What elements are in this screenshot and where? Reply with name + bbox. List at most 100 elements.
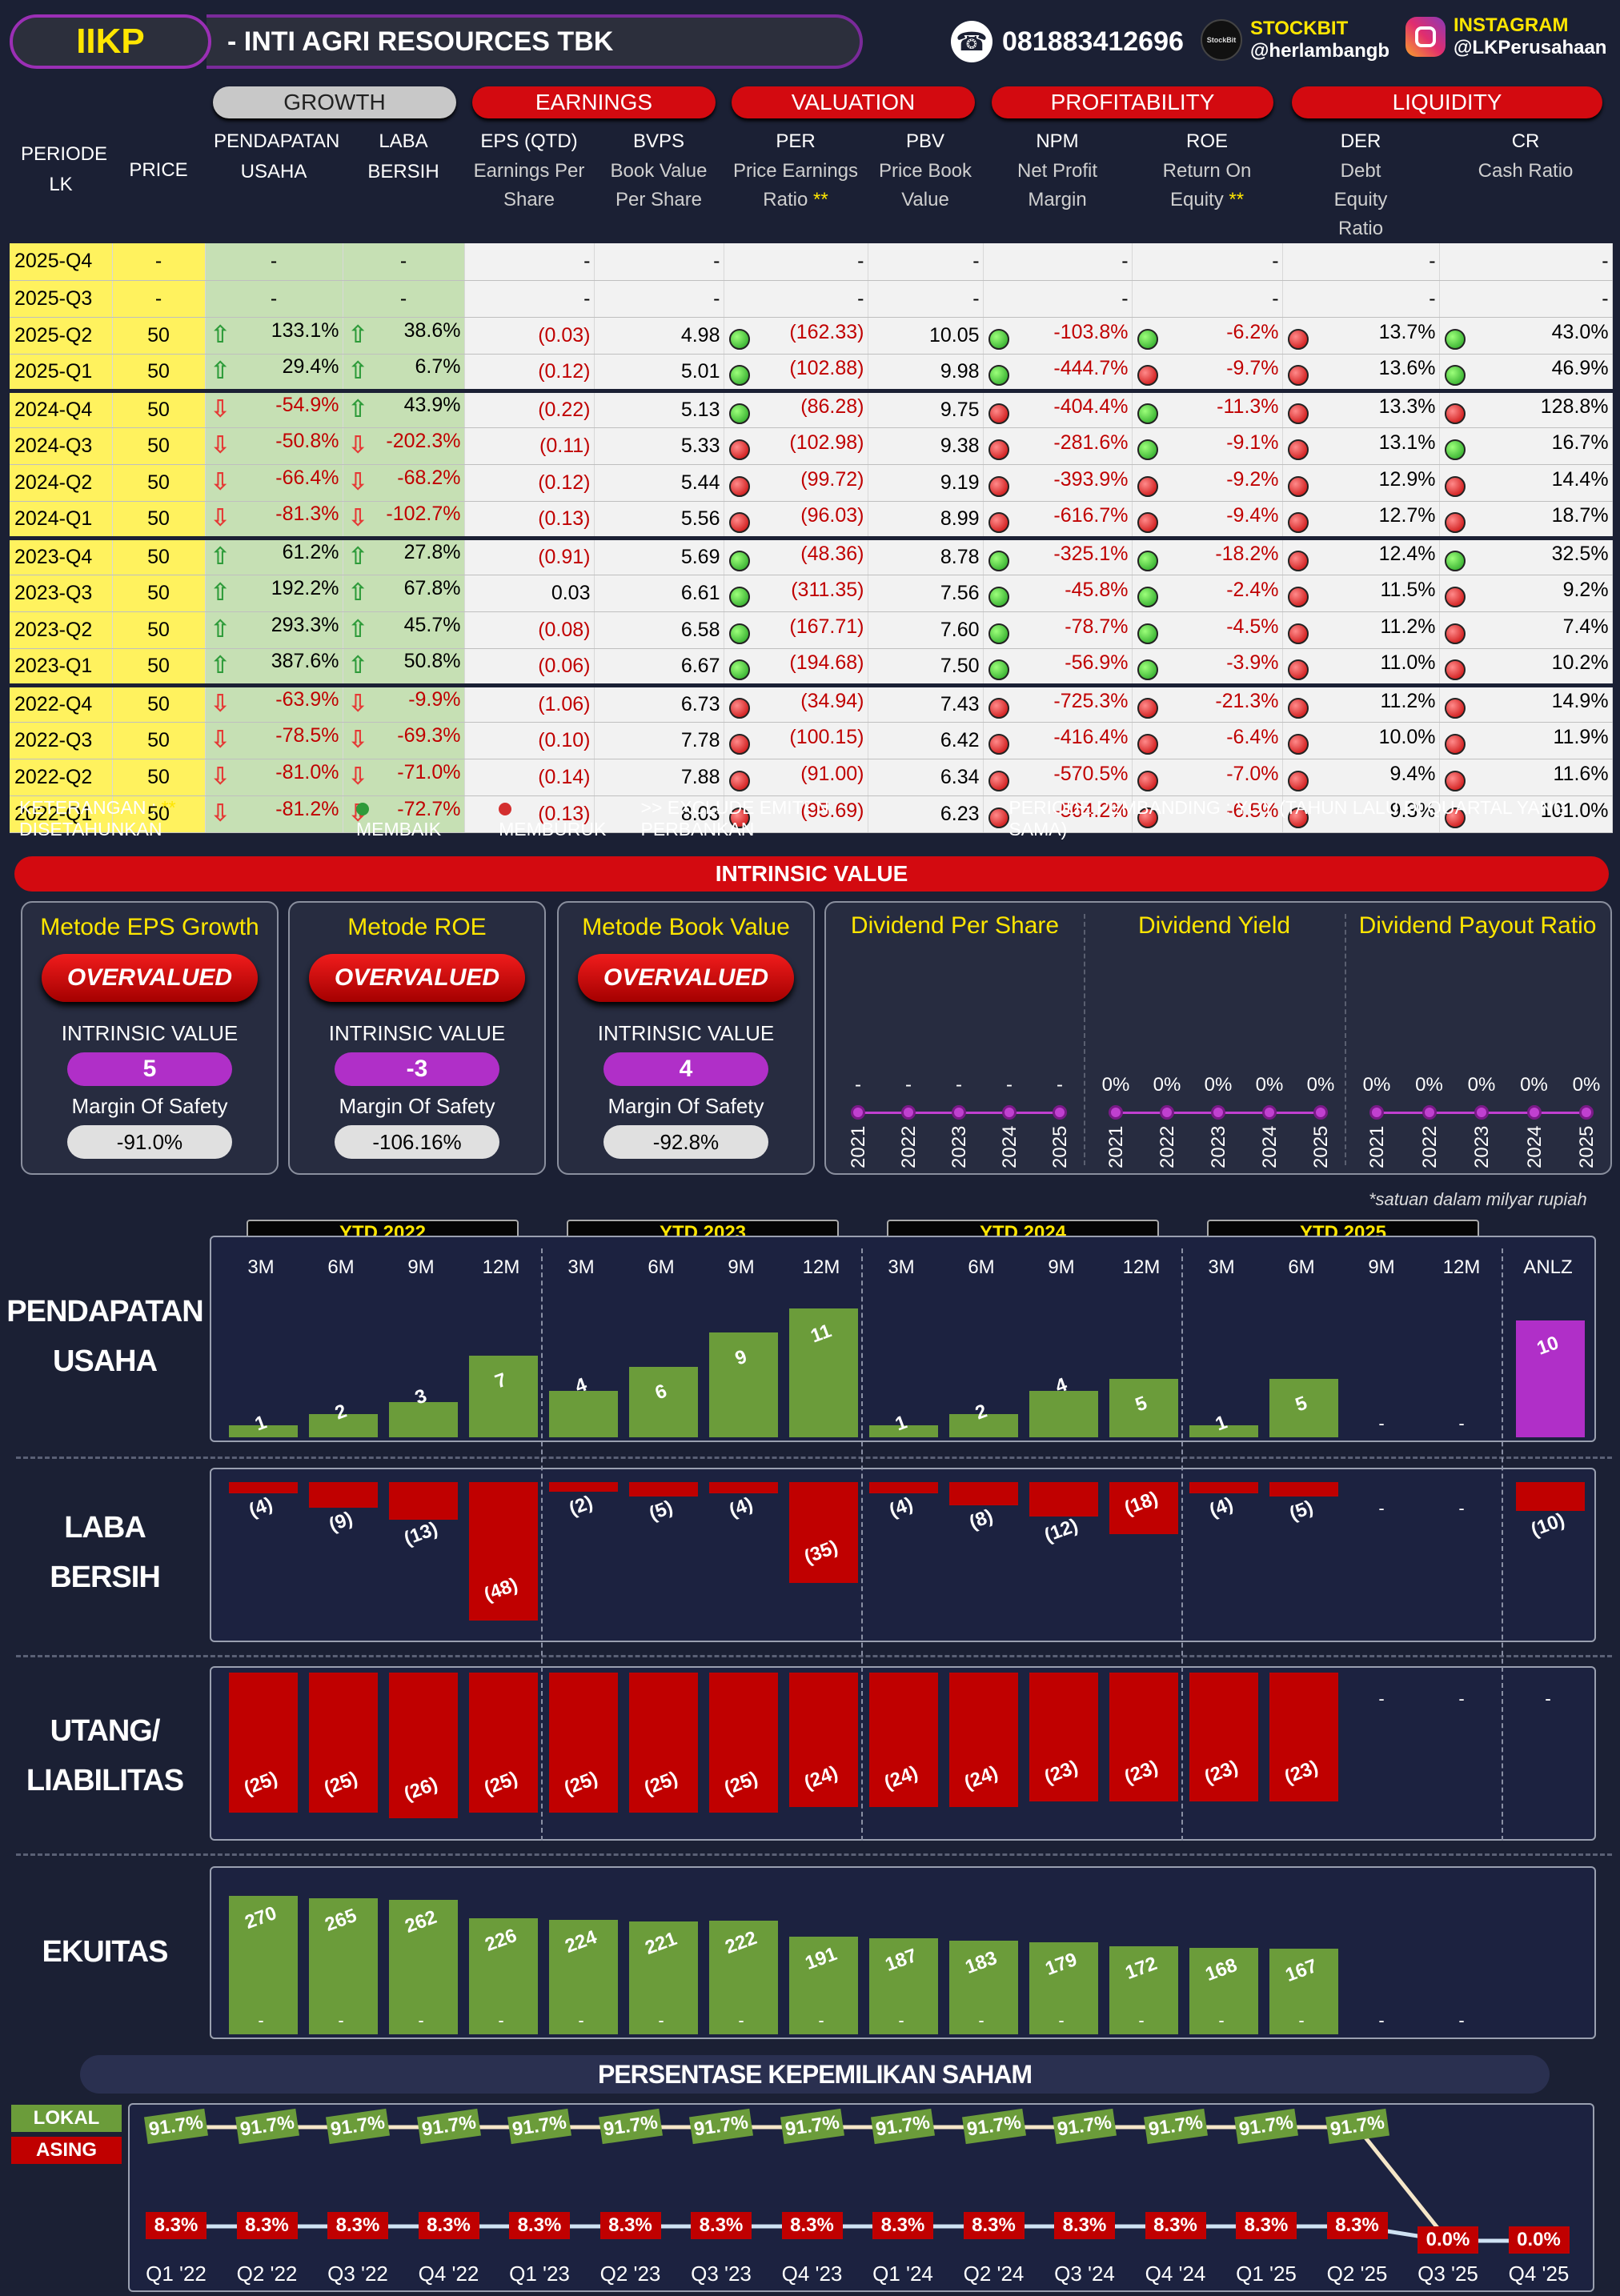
cell-cr: - bbox=[1439, 280, 1613, 318]
cell-bvps: 7.78 bbox=[594, 722, 724, 759]
dividend-year: 2022 bbox=[1157, 1125, 1178, 1168]
dividend-value: 0% bbox=[1255, 1074, 1284, 1096]
arrow-up-icon: ⇧ bbox=[347, 616, 368, 643]
dividend-value: 0% bbox=[1306, 1074, 1335, 1096]
cell-pbv: 8.78 bbox=[868, 535, 984, 575]
method-roe-card: Metode ROE OVERVALUED INTRINSIC VALUE -3… bbox=[288, 901, 546, 1175]
cell-p: 2023-Q1 bbox=[10, 648, 113, 686]
red-dot-icon bbox=[988, 771, 1009, 791]
asing-point-label: 8.3% bbox=[1326, 2212, 1388, 2239]
profit-bar bbox=[1189, 1482, 1258, 1494]
red-dot-icon bbox=[1287, 698, 1309, 719]
arrow-up-icon: ⇧ bbox=[210, 358, 231, 384]
cell-bvps: 4.98 bbox=[594, 317, 724, 355]
group-growth: GROWTH bbox=[212, 86, 457, 118]
bar-baseline-mark: - bbox=[1218, 2010, 1225, 2030]
bar-empty-label: - bbox=[1378, 1689, 1385, 1709]
dividend-value: 0% bbox=[1520, 1074, 1548, 1096]
cell-bvps: 6.73 bbox=[594, 683, 724, 723]
red-dot-icon bbox=[1287, 659, 1309, 680]
cell-price: 50 bbox=[112, 354, 206, 391]
equity-bar bbox=[949, 1940, 1018, 2034]
dividend-value: 0% bbox=[1153, 1074, 1181, 1096]
instagram-contact[interactable]: INSTAGRAM @LKPerusahaan bbox=[1405, 14, 1606, 59]
margin-of-safety-label: Margin Of Safety bbox=[71, 1094, 228, 1118]
dividend-year: 2021 bbox=[1366, 1125, 1388, 1168]
cell-cr: 10.2% bbox=[1439, 648, 1613, 686]
cell-laba: ⇧ 27.8% bbox=[343, 535, 465, 575]
cell-cr: 7.4% bbox=[1439, 611, 1613, 649]
cell-laba: - bbox=[343, 243, 465, 281]
red-dot-icon bbox=[1137, 365, 1158, 386]
red-dot-icon bbox=[499, 802, 512, 815]
col-per: PER Price Earnings Ratio ** bbox=[724, 123, 868, 243]
method-title: Metode EPS Growth bbox=[40, 914, 259, 940]
bar-baseline-mark: - bbox=[898, 2010, 904, 2030]
phone-contact[interactable]: ☎ 081883412696 bbox=[951, 21, 1184, 62]
dividend-point bbox=[901, 1105, 916, 1120]
cell-cr: 43.0% bbox=[1439, 317, 1613, 355]
bar-baseline-mark: - bbox=[338, 2010, 344, 2030]
cell-eps: (0.10) bbox=[464, 722, 595, 759]
cell-npm: -78.7% bbox=[983, 611, 1133, 649]
cell-eps: (0.12) bbox=[464, 464, 595, 502]
cell-pend: ⇩ -81.3% bbox=[205, 501, 343, 539]
bar-empty-label: - bbox=[1458, 1689, 1465, 1709]
cell-per: (96.03) bbox=[724, 501, 868, 539]
red-dot-icon bbox=[1444, 659, 1466, 680]
stockbit-contact[interactable]: StockBit STOCKBIT @herlambangb bbox=[1201, 18, 1389, 62]
intrinsic-value-title: INTRINSIC VALUE bbox=[14, 856, 1609, 892]
cell-eps: - bbox=[464, 280, 595, 318]
red-dot-icon bbox=[1137, 476, 1158, 497]
revenue-bar bbox=[869, 1425, 938, 1437]
cell-eps: (0.14) bbox=[464, 759, 595, 796]
asing-point-label: 0.0% bbox=[1508, 2226, 1570, 2254]
cell-laba: ⇧ 6.7% bbox=[343, 354, 465, 391]
cell-bvps: 5.44 bbox=[594, 464, 724, 502]
cell-p: 2024-Q2 bbox=[10, 464, 113, 502]
dividend-value: - bbox=[905, 1074, 912, 1096]
green-dot-icon bbox=[1137, 551, 1158, 571]
revenue-bar bbox=[629, 1367, 698, 1437]
bar-empty-label: - bbox=[1378, 1413, 1385, 1433]
profit-bar bbox=[629, 1482, 698, 1497]
cell-eps: (0.91) bbox=[464, 535, 595, 575]
cell-eps: (0.13) bbox=[464, 501, 595, 539]
group-earnings: EARNINGS bbox=[471, 86, 716, 118]
cell-pend: ⇧ 192.2% bbox=[205, 575, 343, 612]
revenue-bar bbox=[1189, 1425, 1258, 1437]
cell-npm: -416.4% bbox=[983, 722, 1133, 759]
arrow-down-icon: ⇩ bbox=[210, 505, 231, 531]
dividend-col: Dividend Yield 0% 2021 0% 2022 0% 2023 0% 2024 0%… bbox=[1084, 903, 1345, 1173]
cell-der: 9.4% bbox=[1282, 759, 1440, 796]
cell-der: 12.7% bbox=[1282, 501, 1440, 539]
cell-npm: -45.8% bbox=[983, 575, 1133, 612]
ownership-title: PERSENTASE KEPEMILIKAN SAHAM bbox=[80, 2055, 1550, 2094]
red-dot-icon bbox=[1444, 512, 1466, 533]
equity-bar bbox=[709, 1920, 778, 2034]
cell-cr: 46.9% bbox=[1439, 354, 1613, 391]
revenue-bar bbox=[1269, 1379, 1338, 1437]
arrow-up-icon: ⇧ bbox=[347, 652, 368, 679]
arrow-down-icon: ⇩ bbox=[210, 469, 231, 495]
liability-bar bbox=[549, 1673, 618, 1813]
cell-roe: -18.2% bbox=[1132, 535, 1283, 575]
cell-der: 9.3% bbox=[1282, 795, 1440, 833]
year-divider bbox=[861, 1248, 863, 1841]
table-row: 2025-Q3- - - - - - - - - - - bbox=[10, 280, 1613, 318]
cell-der: 11.0% bbox=[1282, 648, 1440, 686]
asing-point-label: 8.3% bbox=[691, 2212, 752, 2239]
method-title: Metode ROE bbox=[347, 914, 487, 940]
dividend-point bbox=[1579, 1105, 1594, 1120]
cell-eps: - bbox=[464, 243, 595, 281]
col-cr: CR Cash Ratio bbox=[1439, 123, 1613, 243]
table-row: 2023-Q3 50 ⇧ 192.2% ⇧ 67.8% 0.03 6.61 (311.35) 7.… bbox=[10, 575, 1613, 612]
dividend-point bbox=[851, 1105, 865, 1120]
quarter-label: Q3 '23 bbox=[691, 2262, 752, 2286]
profit-bar bbox=[949, 1482, 1018, 1505]
bar-baseline-mark: - bbox=[978, 2010, 984, 2030]
arrow-up-icon: ⇧ bbox=[347, 579, 368, 606]
equity-bar bbox=[1109, 1945, 1178, 2034]
red-dot-icon bbox=[728, 698, 750, 719]
revenue-bar bbox=[549, 1390, 618, 1437]
